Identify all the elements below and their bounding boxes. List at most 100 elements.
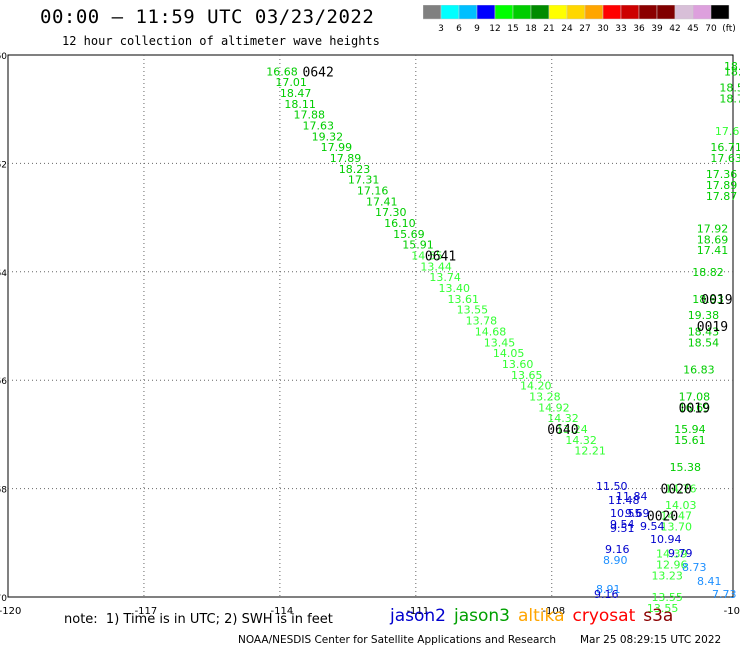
wave-height-label: 16.10: [384, 217, 416, 230]
wave-height-label: 17.36: [706, 168, 738, 181]
wave-height-label: 12.21: [574, 445, 606, 458]
wave-height-label: 17.41: [697, 244, 729, 257]
wave-height-label: 18.54: [688, 336, 720, 349]
wave-height-label: 13.55: [647, 602, 679, 615]
wave-height-label: 14.20: [520, 380, 552, 393]
y-tick-label: -64: [0, 269, 7, 279]
pass-time-label: 0019: [679, 401, 710, 416]
wave-height-label: 18.76: [719, 92, 740, 105]
colorbar-label: 42: [669, 24, 680, 34]
wave-height-label: 18.93: [692, 293, 724, 306]
wave-height-label: 8.90: [603, 554, 628, 567]
wave-height-label: 9.16: [594, 588, 619, 601]
wave-height-label: 14.55: [411, 250, 443, 263]
wave-height-label: 18.23: [339, 163, 371, 176]
colorbar-label: 12: [489, 24, 500, 34]
wave-height-label: 13.78: [466, 315, 498, 328]
colorbar-label: (ft): [722, 24, 735, 34]
wave-height-label: 7.73: [712, 588, 737, 601]
pass-time-label: 0640: [547, 423, 578, 438]
wave-height-label: 17.87: [706, 190, 738, 203]
wave-height-label: 16.68: [266, 65, 298, 78]
wave-height-label: 15.69: [393, 228, 425, 241]
wave-height-label: 14.32: [565, 434, 597, 447]
wave-height-label: 14.39: [656, 548, 688, 561]
wave-height-label: 17.99: [321, 141, 353, 154]
wave-height-label: 13.23: [651, 569, 683, 582]
wave-height-label: 18.51: [719, 82, 740, 95]
x-tick-label: -117: [135, 606, 158, 617]
wave-height-label: 15.91: [402, 239, 434, 252]
colorbar-label: 36: [633, 24, 645, 34]
pass-time-label: 0020: [647, 510, 678, 525]
legend-entry: jason3: [454, 606, 510, 626]
x-tick-label: -111: [406, 606, 429, 617]
wave-height-label: 17.08: [679, 390, 711, 403]
colorbar-label: 30: [597, 24, 609, 34]
colorbar-label: 27: [579, 24, 590, 34]
colorbar-label: 18: [525, 24, 537, 34]
wave-height-label: 16.69: [679, 401, 711, 414]
wave-height-label: 13.45: [484, 336, 516, 349]
wave-height-label: 18.11: [284, 98, 316, 111]
wave-height-label: 14.68: [475, 325, 507, 338]
pass-time-label: 0019: [697, 320, 728, 335]
y-tick-label: -66: [0, 377, 7, 387]
legend-entry: cryosat: [572, 606, 636, 626]
colorbar-label: 15: [507, 24, 518, 34]
wave-height-label: 18.69: [697, 233, 729, 246]
wave-height-label: 14.03: [665, 499, 697, 512]
plot-frame: [7, 54, 734, 598]
y-tick-label: -60: [0, 52, 7, 62]
wave-height-label: 15.94: [674, 423, 706, 436]
colorbar-label: 33: [615, 24, 626, 34]
wave-height-label: 13.24: [556, 423, 588, 436]
wave-height-label: 17.16: [357, 185, 389, 198]
wave-height-label: 13.55: [457, 304, 489, 317]
page-subtitle: 12 hour collection of altimeter wave hei…: [62, 34, 380, 48]
wave-height-label: 18.2: [724, 60, 740, 73]
wave-height-label: 11.48: [608, 494, 640, 507]
colorbar-label: 24: [561, 24, 573, 34]
wave-height-label: 13.70: [661, 521, 693, 534]
wave-height-label: 9.69: [625, 507, 650, 520]
wave-height-label: 14.76: [665, 483, 697, 496]
colorbar-swatch: [710, 5, 730, 20]
legend-entry: jason2: [390, 606, 446, 626]
legend-entry: altika: [518, 606, 565, 626]
colorbar-label: 70: [705, 24, 717, 34]
colorbar-label: 6: [456, 24, 462, 34]
legend-entry: s3a: [643, 606, 674, 626]
wave-height-label: 17.01: [275, 76, 307, 89]
y-tick-label: -62: [0, 160, 7, 170]
wave-height-label: 9.54: [640, 520, 665, 533]
wave-height-label: 9.16: [605, 543, 630, 556]
wave-height-label: 14.92: [538, 401, 570, 414]
page-title: 00:00 – 11:59 UTC 03/23/2022: [40, 6, 375, 28]
wave-height-label: 13.28: [529, 390, 561, 403]
wave-height-label: 9.79: [668, 547, 693, 560]
pass-time-label: 0642: [303, 65, 334, 80]
wave-height-label: 13.74: [429, 271, 461, 284]
pass-time-label: 0019: [701, 293, 732, 308]
colorbar-label: 45: [687, 24, 698, 34]
wave-height-label: 8.73: [682, 561, 707, 574]
footer-credit: NOAA/NESDIS Center for Satellite Applica…: [238, 634, 556, 646]
wave-height-label: 15.61: [674, 434, 706, 447]
wave-height-label: 10.55: [610, 507, 642, 520]
wave-height-label: 17.41: [366, 195, 398, 208]
wave-height-label: 19.32: [312, 130, 344, 143]
wave-height-label: 17.88: [293, 109, 325, 122]
footer-note: note: 1) Time is in UTC; 2) SWH is in fe…: [64, 612, 333, 627]
color-scale-legend: 3 6 9 12 15 18 21 24 27 30 33 36 39 42 45 70 (ft): [423, 5, 735, 34]
wave-height-label: 8.91: [596, 583, 621, 596]
wave-height-label: 8.41: [697, 575, 722, 588]
colorbar-label: 3: [438, 24, 444, 34]
wave-height-label: 17.65: [715, 125, 740, 138]
wave-height-label: 13.60: [502, 358, 534, 371]
wave-height-label: 17.30: [375, 206, 407, 219]
wave-height-label: 16.83: [683, 363, 715, 376]
footer-timestamp: Mar 25 08:29:15 UTC 2022: [580, 634, 722, 646]
wave-height-label: 13.55: [651, 591, 683, 604]
